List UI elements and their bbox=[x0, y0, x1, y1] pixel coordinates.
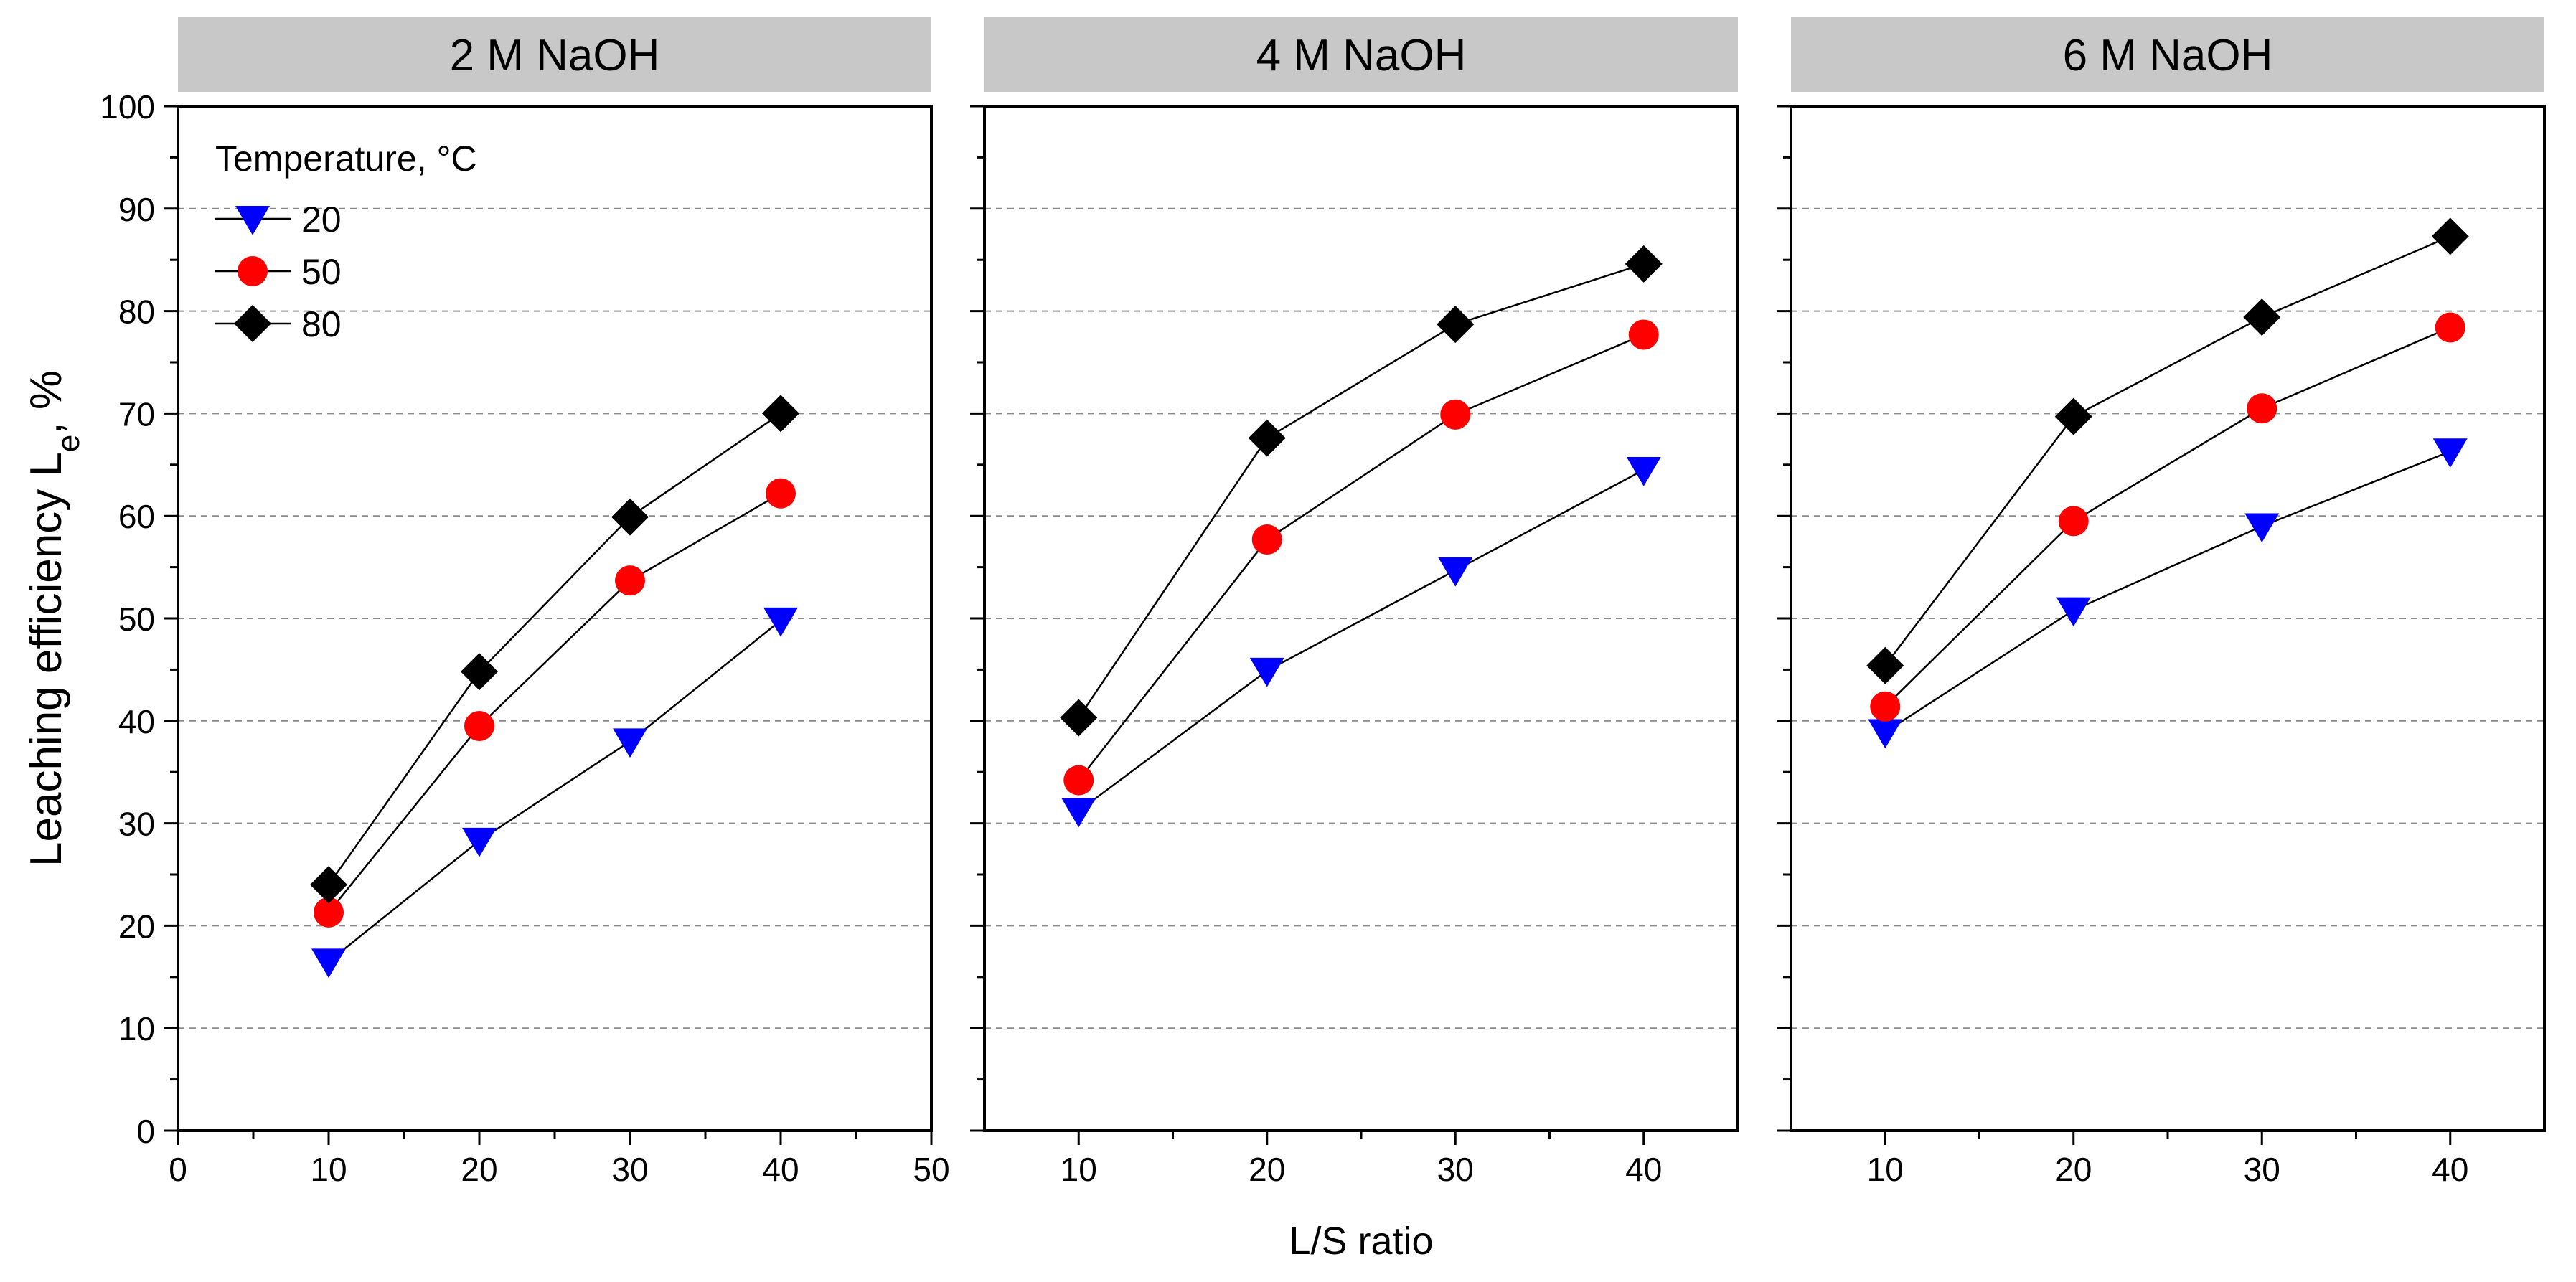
panel-1-title: 2 M NaOH bbox=[450, 31, 660, 80]
panel-3-series-50-point bbox=[2435, 312, 2465, 343]
panel-1-series-20-point bbox=[763, 607, 798, 637]
panel-1-series-20-line bbox=[328, 619, 781, 963]
panel-2-x-tick-label: 40 bbox=[1625, 1151, 1662, 1188]
legend-marker-20 bbox=[235, 206, 270, 235]
panel-2-series-80-point bbox=[1625, 245, 1663, 283]
panel-2-series-50-point bbox=[1628, 319, 1659, 350]
legend-label-80: 80 bbox=[301, 304, 342, 344]
y-tick-label: 50 bbox=[118, 600, 155, 638]
panel-1-series-20-point bbox=[462, 827, 497, 857]
panel-2-series-80-point bbox=[1437, 306, 1475, 344]
panel-3-title-banner bbox=[1791, 17, 2544, 92]
panel-2-series-50-line bbox=[1078, 334, 1645, 781]
panel-2-series-20-point bbox=[1249, 657, 1284, 687]
y-tick-label: 80 bbox=[118, 293, 155, 331]
panel-2-series-80-line bbox=[1078, 263, 1645, 719]
panel-1-series-20-point bbox=[613, 728, 647, 758]
panel-1-series-80-point bbox=[611, 498, 649, 536]
panel-2-x-tick-label: 10 bbox=[1061, 1151, 1097, 1188]
panel-2-title-banner bbox=[984, 17, 1738, 92]
panel-3-series-20-point bbox=[2432, 438, 2468, 468]
y-axis-label-main: Leaching efficiency L bbox=[22, 452, 71, 867]
panel-2-series-20-line bbox=[1078, 468, 1645, 812]
panel-1-x-tick-label: 30 bbox=[611, 1151, 648, 1188]
panel-1-x-tick-label: 50 bbox=[913, 1151, 949, 1188]
panel-1-frame bbox=[177, 105, 933, 1132]
panel-2-series-50-point bbox=[1063, 765, 1094, 796]
legend-marker-50 bbox=[238, 256, 268, 286]
legend-label-50: 50 bbox=[301, 252, 342, 292]
panel-3-series-80-point bbox=[2431, 217, 2469, 255]
panel-1-series-20-point bbox=[311, 948, 346, 979]
y-tick-label: 20 bbox=[118, 908, 155, 945]
legend-title: Temperature, °C bbox=[215, 138, 477, 179]
panel-1-series-80-point bbox=[461, 653, 498, 691]
panel-3-x-tick-label: 40 bbox=[2432, 1151, 2468, 1188]
y-tick-label: 100 bbox=[100, 88, 155, 126]
panel-2-frame bbox=[983, 105, 1739, 1132]
panel-2-series-80-point bbox=[1060, 699, 1098, 737]
panel-2-series-80-point bbox=[1248, 419, 1286, 457]
panel-2-title: 4 M NaOH bbox=[1256, 31, 1467, 80]
panel-3-series-80-point bbox=[2054, 397, 2092, 435]
panel-1-series-80-point bbox=[762, 395, 799, 433]
panel-3-x-tick-label: 20 bbox=[2055, 1151, 2092, 1188]
y-tick-label: 70 bbox=[118, 395, 155, 433]
y-axis-label: Leaching efficiency Le, % bbox=[22, 370, 86, 867]
panel-1-x-tick-label: 20 bbox=[461, 1151, 497, 1188]
panel-3-frame bbox=[1790, 105, 2546, 1132]
panel-3-series-20-line bbox=[1884, 451, 2451, 733]
y-tick-label: 0 bbox=[136, 1113, 155, 1150]
panel-1-x-tick-label: 40 bbox=[762, 1151, 799, 1188]
panel-3-title: 6 M NaOH bbox=[2063, 31, 2273, 80]
panel-3-x-tick-label: 10 bbox=[1867, 1151, 1904, 1188]
panel-3-series-80-line bbox=[1884, 235, 2451, 666]
legend-marker-80 bbox=[234, 305, 271, 342]
panel-1-series-80-point bbox=[310, 866, 347, 904]
panel-2-series-20-point bbox=[1626, 456, 1661, 486]
panel-2-x-tick-label: 30 bbox=[1437, 1151, 1474, 1188]
panel-3-series-50-point bbox=[2247, 393, 2277, 424]
panel-1-x-tick-label: 10 bbox=[310, 1151, 347, 1188]
panel-1-x-tick-label: 0 bbox=[169, 1151, 187, 1188]
panel-1-series-80-line bbox=[327, 413, 781, 886]
panel-1-series-50-point bbox=[464, 710, 494, 741]
panel-1-series-50-point bbox=[766, 478, 796, 509]
x-axis-label: L/S ratio bbox=[1289, 1220, 1433, 1263]
panel-3-series-50-point bbox=[1870, 691, 1901, 722]
y-tick-label: 40 bbox=[118, 703, 155, 740]
panel-3-series-80-point bbox=[1866, 646, 1904, 684]
y-tick-label: 60 bbox=[118, 498, 155, 535]
y-tick-label: 30 bbox=[118, 806, 155, 843]
panel-1-title-banner bbox=[178, 17, 931, 92]
panel-3-x-tick-label: 30 bbox=[2244, 1151, 2280, 1188]
y-tick-label: 10 bbox=[118, 1010, 155, 1047]
panel-1-series-50-line bbox=[328, 492, 781, 913]
panel-3-series-50-line bbox=[1884, 326, 2451, 707]
legend-label-20: 20 bbox=[301, 199, 342, 240]
panel-2-series-50-point bbox=[1440, 399, 1471, 430]
y-axis-label-unit: , % bbox=[22, 370, 71, 435]
panel-3-series-20-point bbox=[2056, 597, 2091, 627]
panel-3-series-80-point bbox=[2243, 298, 2281, 336]
panel-2-series-50-point bbox=[1251, 524, 1282, 555]
panel-2-series-20-point bbox=[1438, 557, 1473, 587]
panel-3-series-50-point bbox=[2058, 506, 2089, 537]
panel-2-x-tick-label: 20 bbox=[1249, 1151, 1285, 1188]
panel-2-series-20-point bbox=[1061, 798, 1096, 828]
panel-3-series-20-point bbox=[2244, 513, 2280, 543]
panel-1-series-50-point bbox=[314, 897, 344, 928]
panel-1-series-50-point bbox=[615, 565, 645, 596]
panel-3-series-20-point bbox=[1868, 719, 1903, 749]
y-tick-label: 90 bbox=[118, 191, 155, 228]
y-axis-label-subscript: e bbox=[51, 435, 86, 452]
